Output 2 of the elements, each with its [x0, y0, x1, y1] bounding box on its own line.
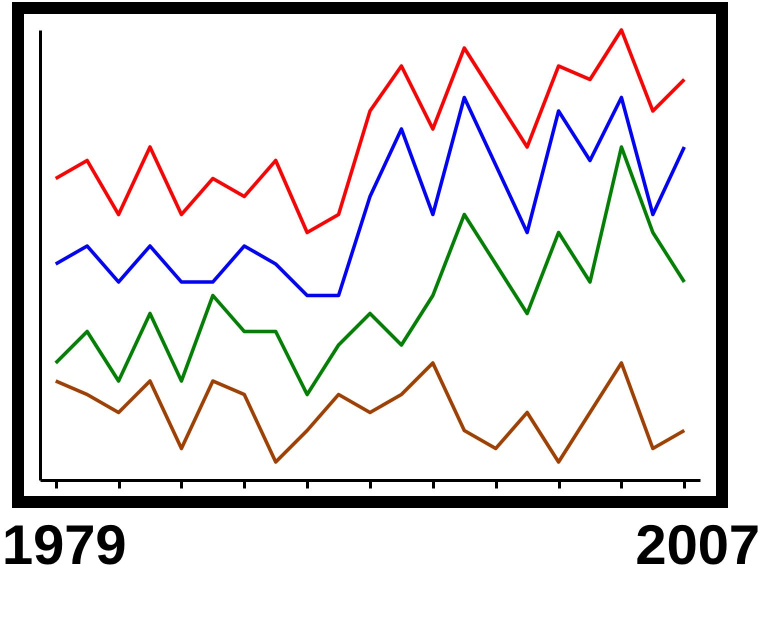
text: 2007: [635, 513, 760, 576]
text: 1979: [2, 513, 127, 576]
